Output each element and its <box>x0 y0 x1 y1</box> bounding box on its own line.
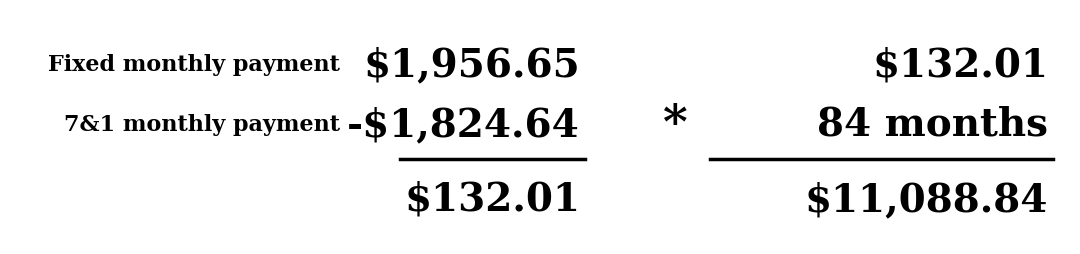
Text: -$1,824.64: -$1,824.64 <box>348 106 580 144</box>
Text: 84 months: 84 months <box>816 106 1048 144</box>
Text: $11,088.84: $11,088.84 <box>805 180 1048 218</box>
Text: $1,956.65: $1,956.65 <box>363 46 580 84</box>
Text: $132.01: $132.01 <box>872 46 1048 84</box>
Text: Fixed monthly payment: Fixed monthly payment <box>49 54 340 76</box>
Text: *: * <box>663 102 687 147</box>
Text: $132.01: $132.01 <box>404 180 580 218</box>
Text: 7&1 monthly payment: 7&1 monthly payment <box>64 114 340 135</box>
